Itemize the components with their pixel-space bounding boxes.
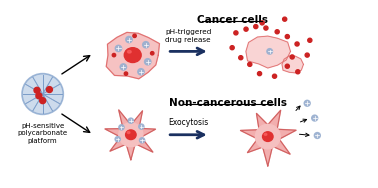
Circle shape <box>254 25 258 29</box>
Circle shape <box>257 72 262 76</box>
Circle shape <box>119 123 143 147</box>
Circle shape <box>239 56 243 60</box>
Circle shape <box>124 72 128 75</box>
Ellipse shape <box>127 50 131 53</box>
Polygon shape <box>282 56 304 73</box>
Polygon shape <box>246 36 290 68</box>
Text: Cancer cells: Cancer cells <box>197 15 268 25</box>
Circle shape <box>295 42 299 46</box>
Circle shape <box>267 49 273 54</box>
Circle shape <box>234 31 238 35</box>
Circle shape <box>314 133 320 138</box>
Circle shape <box>112 53 116 57</box>
Circle shape <box>256 124 280 149</box>
Circle shape <box>290 55 294 59</box>
Polygon shape <box>106 32 160 79</box>
Circle shape <box>22 74 63 114</box>
Circle shape <box>36 93 42 99</box>
Circle shape <box>283 17 287 21</box>
Circle shape <box>273 74 277 78</box>
Circle shape <box>230 46 234 50</box>
Text: pH-triggered
drug release: pH-triggered drug release <box>165 29 211 43</box>
Ellipse shape <box>264 133 267 135</box>
Circle shape <box>304 100 310 106</box>
Polygon shape <box>240 110 296 166</box>
Circle shape <box>312 115 318 121</box>
Circle shape <box>244 27 248 31</box>
Circle shape <box>126 36 132 43</box>
Ellipse shape <box>127 132 130 133</box>
Ellipse shape <box>124 48 141 63</box>
Ellipse shape <box>263 132 273 141</box>
Circle shape <box>150 52 154 55</box>
Circle shape <box>139 138 145 143</box>
Circle shape <box>34 87 40 93</box>
Circle shape <box>285 35 290 39</box>
Circle shape <box>119 125 124 130</box>
Polygon shape <box>105 110 156 160</box>
Circle shape <box>260 21 264 25</box>
Circle shape <box>139 124 144 129</box>
Circle shape <box>133 34 136 38</box>
Text: Exocytosis: Exocytosis <box>168 118 208 127</box>
Circle shape <box>46 87 53 92</box>
Circle shape <box>40 98 46 104</box>
Circle shape <box>115 45 122 52</box>
Circle shape <box>144 59 151 65</box>
Circle shape <box>120 64 127 70</box>
Circle shape <box>275 30 279 34</box>
Circle shape <box>308 38 312 42</box>
Circle shape <box>296 70 300 74</box>
Circle shape <box>143 42 149 48</box>
Circle shape <box>285 64 290 68</box>
Circle shape <box>305 53 309 57</box>
Circle shape <box>128 118 133 123</box>
Text: pH-sensitive
polycarbonate
platform: pH-sensitive polycarbonate platform <box>18 123 68 144</box>
Text: Non-cancerous cells: Non-cancerous cells <box>169 99 287 108</box>
Circle shape <box>138 69 144 75</box>
Circle shape <box>264 26 268 30</box>
Ellipse shape <box>125 130 136 139</box>
Circle shape <box>248 62 252 66</box>
Circle shape <box>115 137 120 142</box>
